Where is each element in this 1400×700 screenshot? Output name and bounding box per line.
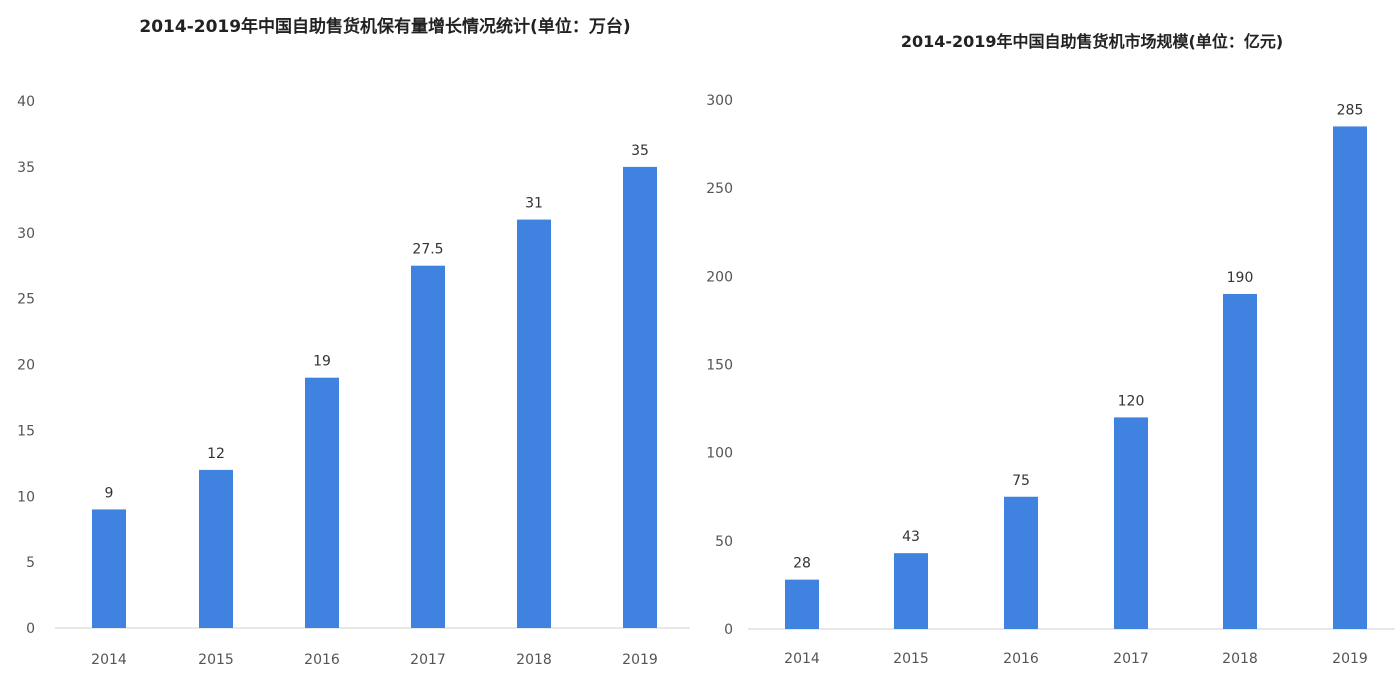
- y-tick-label: 150: [706, 358, 733, 374]
- data-label: 9: [105, 485, 114, 501]
- x-tick-label: 2019: [622, 652, 658, 668]
- chart-2-title: 2014-2019年中国自助售货机市场规模(单位：亿元): [901, 32, 1283, 51]
- y-tick-label: 30: [17, 226, 35, 242]
- bar-2016: [1004, 496, 1038, 629]
- bar-2016: [305, 377, 339, 628]
- data-label: 19: [313, 354, 331, 370]
- bar-2018: [1223, 293, 1257, 629]
- y-tick-label: 0: [26, 621, 35, 637]
- data-label: 31: [525, 196, 543, 212]
- x-tick-label: 2014: [91, 652, 127, 668]
- y-tick-label: 5: [26, 555, 35, 571]
- bar-2017: [411, 265, 445, 628]
- y-tick-label: 10: [17, 489, 35, 505]
- bar-2015: [199, 469, 233, 628]
- y-tick-label: 20: [17, 358, 35, 374]
- x-tick-label: 2018: [1222, 651, 1258, 667]
- y-tick-label: 40: [17, 94, 35, 110]
- y-tick-label: 15: [17, 423, 35, 439]
- x-tick-label: 2019: [1332, 651, 1368, 667]
- x-tick-label: 2016: [1003, 651, 1039, 667]
- y-tick-label: 300: [706, 93, 733, 109]
- chart-2: 0 50 100 150 200 250 300 28 2014 43 2015 75 2016 120 2…: [706, 93, 1395, 667]
- y-tick-label: 200: [706, 269, 733, 285]
- bar-2017: [1114, 417, 1148, 629]
- data-label: 120: [1118, 393, 1145, 409]
- chart-1-title: 2014-2019年中国自助售货机保有量增长情况统计(单位：万台): [139, 16, 630, 37]
- bar-2019: [623, 166, 657, 628]
- data-label: 27.5: [412, 242, 443, 258]
- bar-2014: [92, 509, 126, 628]
- y-tick-label: 25: [17, 292, 35, 308]
- bar-2014: [785, 579, 819, 629]
- y-tick-label: 50: [715, 534, 733, 550]
- data-label: 75: [1012, 473, 1030, 489]
- y-tick-label: 35: [17, 160, 35, 176]
- x-tick-label: 2015: [893, 651, 929, 667]
- y-tick-label: 250: [706, 181, 733, 197]
- x-tick-label: 2015: [198, 652, 234, 668]
- data-label: 35: [631, 143, 649, 159]
- y-tick-label: 0: [724, 622, 733, 638]
- x-tick-label: 2018: [516, 652, 552, 668]
- data-label: 12: [207, 446, 225, 462]
- data-label: 43: [902, 529, 920, 545]
- x-tick-label: 2017: [410, 652, 446, 668]
- x-tick-label: 2016: [304, 652, 340, 668]
- data-label: 28: [793, 556, 811, 572]
- y-tick-label: 100: [706, 446, 733, 462]
- data-label: 285: [1337, 102, 1364, 118]
- chart-1: 0 5 10 15 20 25 30 35 40 9 2014 12 2015 19 2016 27.5 201…: [17, 94, 690, 668]
- x-tick-label: 2017: [1113, 651, 1149, 667]
- bar-2019: [1333, 126, 1367, 629]
- data-label: 190: [1227, 270, 1254, 286]
- bar-2018: [517, 219, 551, 628]
- bar-2015: [894, 553, 928, 629]
- x-tick-label: 2014: [784, 651, 820, 667]
